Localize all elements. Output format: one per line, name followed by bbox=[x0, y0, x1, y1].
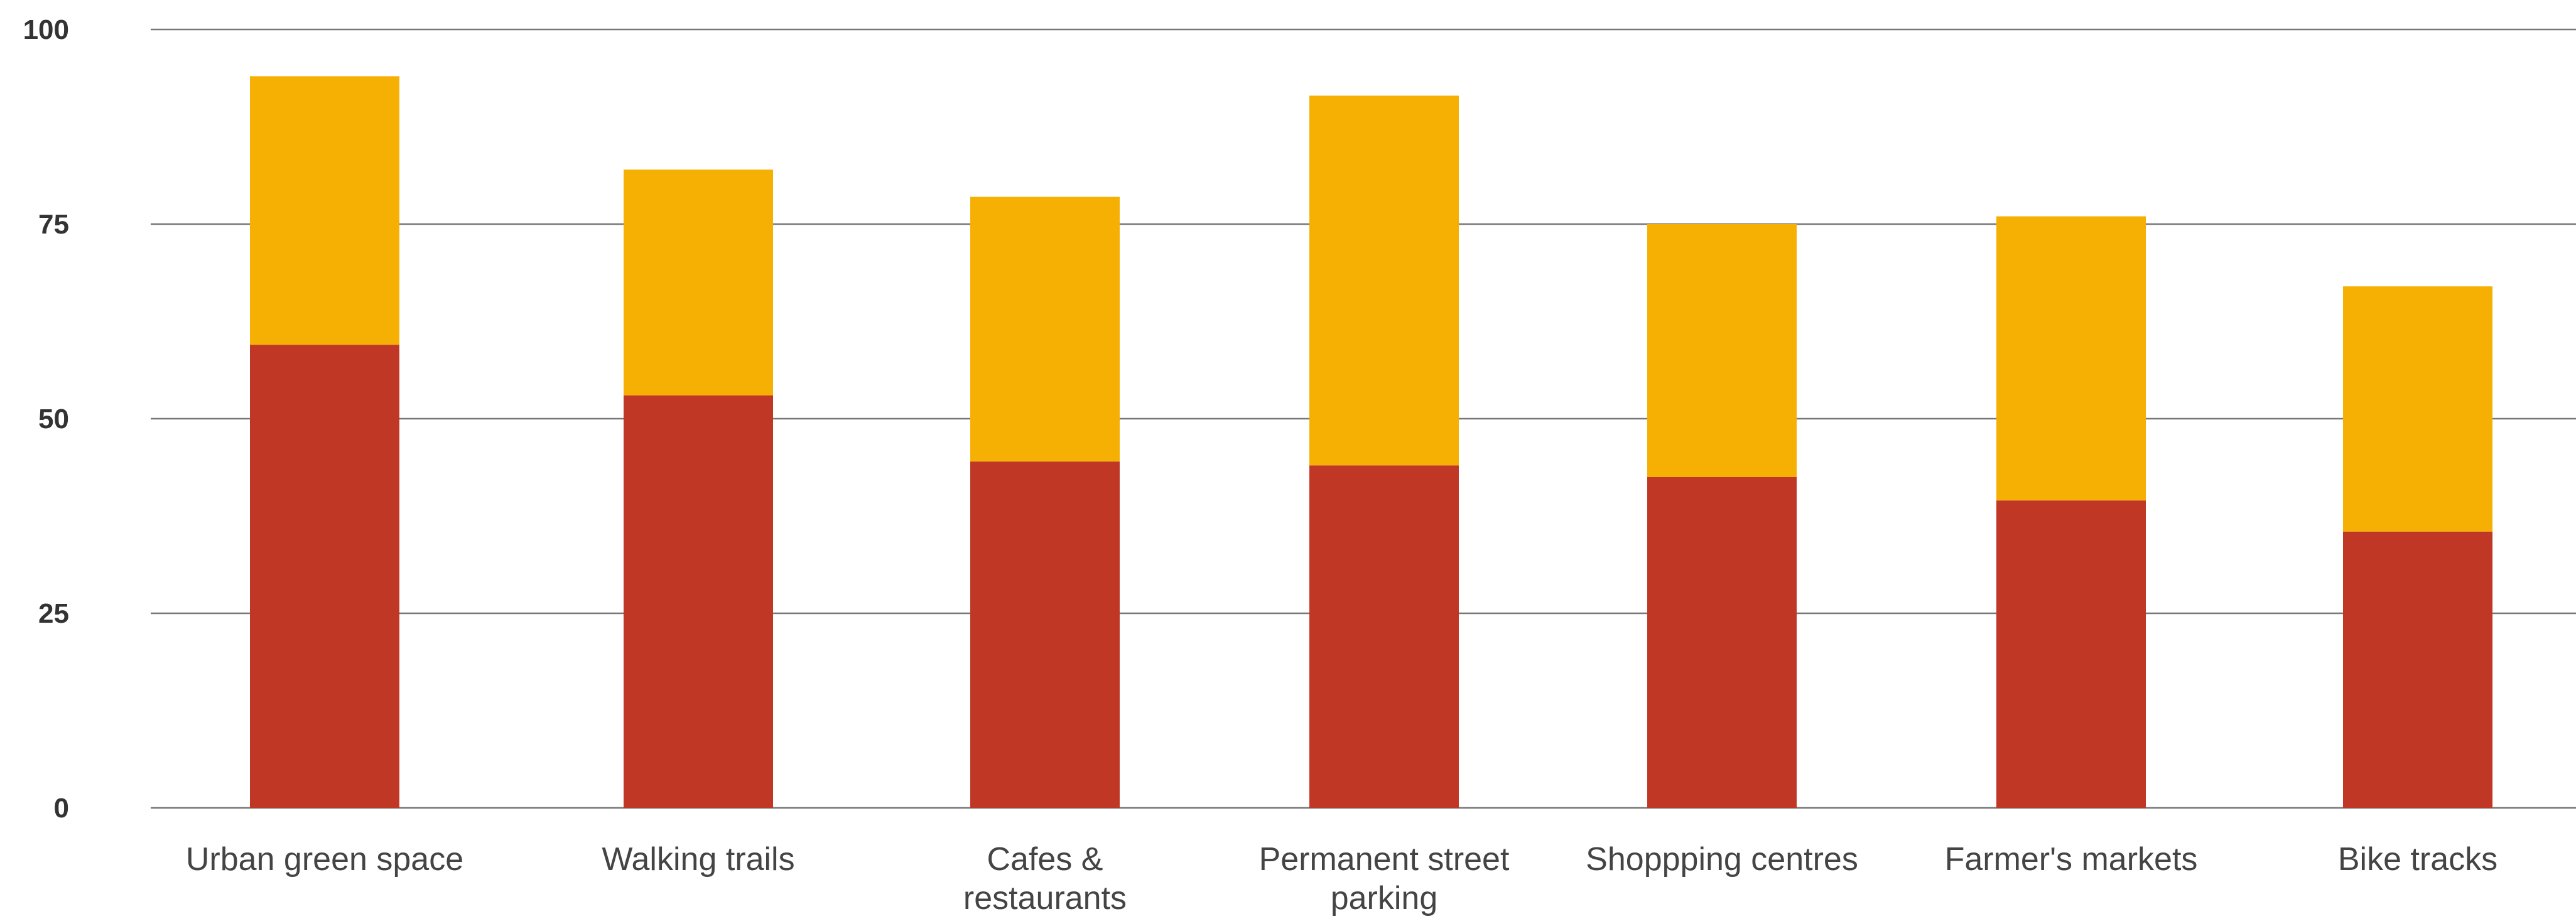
bar-segment-red bbox=[1647, 477, 1797, 808]
bar-segment-yellow bbox=[1647, 224, 1797, 477]
x-tick-label-line: Permanent street bbox=[1259, 841, 1510, 878]
y-tick-label: 0 bbox=[54, 793, 69, 824]
x-tick-label-line: Cafes & bbox=[987, 841, 1103, 878]
bar-segment-red bbox=[250, 345, 399, 808]
bar-segment-red bbox=[624, 395, 773, 808]
x-tick-label: Urban green space bbox=[186, 841, 463, 878]
bar-segment-red bbox=[1996, 500, 2146, 808]
x-tick-label-line: Urban green space bbox=[186, 841, 463, 878]
bar-segment-yellow bbox=[1309, 95, 1459, 466]
x-tick-label: Farmer's markets bbox=[1945, 841, 2198, 878]
x-tick-label-line: Shoppping centres bbox=[1586, 841, 1858, 878]
bar-segment-yellow bbox=[250, 76, 399, 345]
bars bbox=[250, 76, 2492, 808]
x-tick-label: Shoppping centres bbox=[1586, 841, 1858, 878]
x-tick-label-line: Farmer's markets bbox=[1945, 841, 2198, 878]
bar-segment-red bbox=[1309, 465, 1459, 808]
bar-segment-yellow bbox=[970, 196, 1120, 462]
x-tick-label: Walking trails bbox=[602, 841, 794, 878]
bar-segment-yellow bbox=[2343, 286, 2492, 532]
x-tick-label: Permanent street parking bbox=[1259, 841, 1510, 916]
y-tick-label: 50 bbox=[38, 404, 69, 434]
x-tick-label-line: Bike tracks bbox=[2338, 841, 2498, 878]
bar-segment-yellow bbox=[624, 169, 773, 395]
x-tick-label-line: Walking trails bbox=[602, 841, 794, 878]
bar-segment-red bbox=[2343, 531, 2492, 808]
x-tick-label-line: restaurants bbox=[963, 880, 1127, 916]
bar-segment-yellow bbox=[1996, 216, 2146, 501]
y-tick-label: 100 bbox=[23, 14, 69, 45]
x-tick-label-line: parking bbox=[1331, 880, 1438, 916]
bar-segment-red bbox=[970, 461, 1120, 808]
x-axis-ticks: Urban green space Walking trails Cafes & re… bbox=[186, 841, 2498, 916]
x-tick-label: Cafes & restaurants bbox=[963, 841, 1127, 916]
x-tick-label: Bike tracks bbox=[2338, 841, 2498, 878]
y-tick-label: 25 bbox=[38, 598, 69, 629]
y-axis-ticks: 0 25 50 75 100 bbox=[23, 14, 69, 824]
y-tick-label: 75 bbox=[38, 209, 69, 240]
